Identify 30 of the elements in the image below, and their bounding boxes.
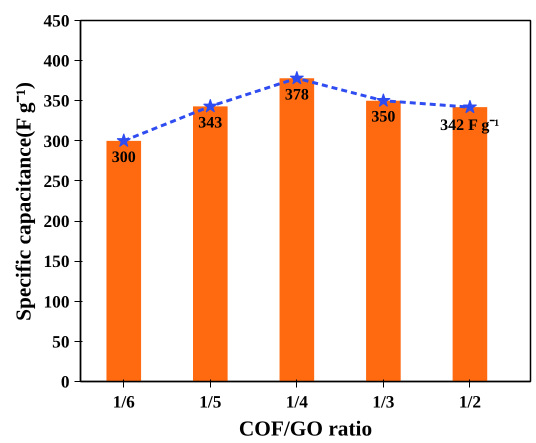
data-label: 350 bbox=[371, 108, 396, 126]
bar bbox=[106, 140, 142, 382]
y-tick-label: 400 bbox=[44, 52, 70, 71]
point bbox=[376, 93, 391, 107]
point bbox=[203, 98, 218, 112]
point bbox=[462, 100, 478, 114]
bar bbox=[193, 106, 228, 382]
point bbox=[116, 133, 131, 147]
x-tick-label: 1/2 bbox=[458, 392, 482, 412]
y-tick-label: 250 bbox=[44, 172, 70, 191]
x-tick-label: 1/6 bbox=[112, 392, 136, 412]
y-tick-label: 150 bbox=[44, 252, 70, 272]
data-label: 343 bbox=[198, 114, 222, 132]
x-tick-label: 1/5 bbox=[199, 392, 222, 412]
y-tick-label: 0 bbox=[60, 372, 70, 392]
y-tick-label: 450 bbox=[44, 12, 70, 30]
x-tick-label: 1/3 bbox=[372, 392, 395, 412]
x-tick-label: 1/4 bbox=[286, 392, 308, 412]
data-label: 300 bbox=[112, 148, 136, 166]
y-axis-title: Specific capacitance(F g⁻¹) bbox=[12, 82, 36, 321]
x-axis-title: COF/GO ratio bbox=[238, 416, 372, 440]
bar bbox=[366, 100, 401, 382]
y-tick-label: 100 bbox=[44, 292, 70, 312]
y-tick-label: 200 bbox=[44, 212, 70, 232]
bar bbox=[280, 78, 314, 382]
y-tick-label: 50 bbox=[52, 332, 70, 352]
point bbox=[290, 70, 304, 84]
y-tick-label: 300 bbox=[44, 132, 70, 151]
data-label: 378 bbox=[284, 86, 309, 104]
y-tick-label: 350 bbox=[44, 92, 70, 111]
